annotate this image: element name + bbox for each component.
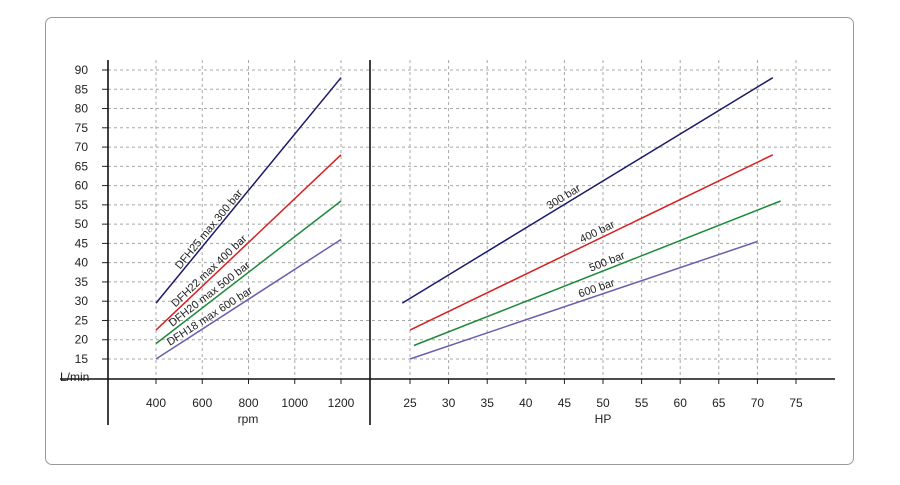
x-tick-label: 75 [789, 396, 803, 410]
series-line [155, 200, 342, 345]
x-tick-label: 40 [519, 396, 533, 410]
x-tick-label: 45 [558, 396, 572, 410]
series-line [155, 77, 342, 304]
y-tick-label: 50 [75, 217, 89, 231]
y-tick-label: 65 [75, 159, 89, 173]
x-axis-label-rpm: rpm [238, 412, 259, 426]
x-tick-label: 1200 [328, 396, 355, 410]
y-tick-label: 85 [75, 82, 89, 96]
y-tick-label: 35 [75, 275, 89, 289]
y-tick-label: 30 [75, 294, 89, 308]
series-line [413, 200, 781, 347]
grid-layer [108, 60, 833, 379]
x-axis-label-hp: HP [595, 412, 612, 426]
y-tick-label: 55 [75, 198, 89, 212]
x-tick-label: 1000 [281, 396, 308, 410]
y-tick-label: 15 [75, 352, 89, 366]
x-tick-label: 65 [712, 396, 726, 410]
y-tick-label: 60 [75, 179, 89, 193]
y-tick-label: 80 [75, 102, 89, 116]
y-tick-label: 75 [75, 121, 89, 135]
series-label: 400 bar [578, 219, 617, 246]
x-tick-label: 50 [596, 396, 610, 410]
x-tick-label: 600 [192, 396, 212, 410]
series-line [155, 238, 342, 360]
y-tick-label: 20 [75, 333, 89, 347]
y-tick-label: 40 [75, 256, 89, 270]
series-label: 500 bar [588, 250, 627, 275]
series-label: 600 bar [577, 277, 617, 300]
x-tick-label: 800 [238, 396, 258, 410]
axis-layer [60, 60, 835, 425]
x-tick-label: 400 [146, 396, 166, 410]
series-line [401, 77, 774, 304]
y-tick-label: 25 [75, 313, 89, 327]
x-tick-label: 35 [481, 396, 495, 410]
series-line [409, 154, 774, 331]
y-tick-label: 45 [75, 236, 89, 250]
x-tick-label: 25 [403, 396, 417, 410]
y-axis-label: L/min [60, 370, 89, 384]
x-tick-label: 60 [674, 396, 688, 410]
x-tick-label: 30 [442, 396, 456, 410]
label-layer: 15 20 25 30 35 40 45 50 55 60 65 70 75 80 85 90 400 600 80… [60, 63, 803, 426]
series-line [409, 240, 758, 360]
x-tick-label: 70 [751, 396, 765, 410]
y-tick-label: 90 [75, 63, 89, 77]
x-tick-label: 55 [635, 396, 649, 410]
series-label: DFH25 max 300 bar [173, 187, 245, 271]
series-line [155, 154, 342, 331]
y-tick-label: 70 [75, 140, 89, 154]
series-layer [155, 77, 781, 360]
